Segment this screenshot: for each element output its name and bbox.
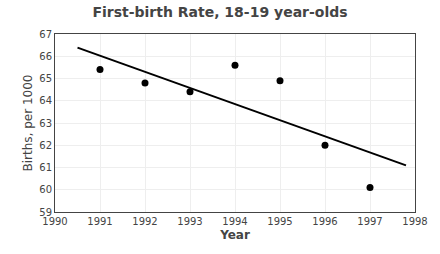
svg-text:67: 67 — [39, 29, 52, 40]
svg-text:1991: 1991 — [87, 216, 112, 227]
svg-text:Births, per 1000: Births, per 1000 — [21, 75, 35, 172]
svg-text:1995: 1995 — [267, 216, 292, 227]
svg-text:62: 62 — [39, 140, 52, 151]
svg-text:64: 64 — [39, 95, 52, 106]
svg-text:First-birth Rate, 18-19 year-o: First-birth Rate, 18-19 year-olds — [92, 4, 347, 20]
svg-text:66: 66 — [39, 51, 52, 62]
svg-text:Year: Year — [219, 228, 250, 242]
svg-text:63: 63 — [39, 118, 52, 129]
svg-text:1993: 1993 — [177, 216, 202, 227]
svg-text:1994: 1994 — [222, 216, 247, 227]
svg-text:61: 61 — [39, 162, 52, 173]
svg-text:1997: 1997 — [357, 216, 382, 227]
svg-text:59: 59 — [39, 207, 52, 218]
svg-text:1998: 1998 — [402, 216, 427, 227]
svg-text:65: 65 — [39, 73, 52, 84]
svg-text:1992: 1992 — [132, 216, 157, 227]
svg-text:1996: 1996 — [312, 216, 337, 227]
svg-text:1990: 1990 — [42, 216, 67, 227]
svg-text:60: 60 — [39, 184, 52, 195]
